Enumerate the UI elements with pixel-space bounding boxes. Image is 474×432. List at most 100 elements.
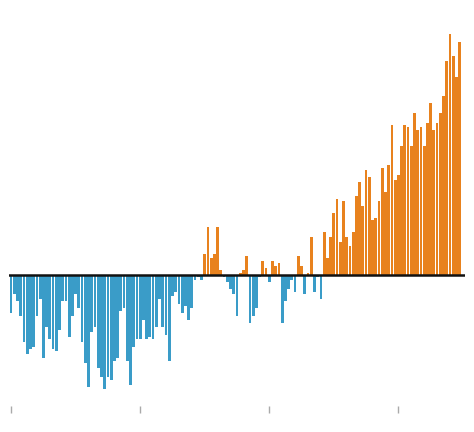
Bar xyxy=(400,146,403,275)
Bar xyxy=(448,35,451,275)
Bar xyxy=(23,275,26,342)
Bar xyxy=(94,275,96,327)
Bar xyxy=(455,77,458,275)
Bar xyxy=(439,113,442,275)
Bar xyxy=(226,275,228,282)
Bar xyxy=(152,275,155,340)
Bar xyxy=(210,258,212,275)
Bar xyxy=(352,232,355,275)
Bar xyxy=(91,275,93,332)
Bar xyxy=(110,275,112,380)
Bar xyxy=(74,275,77,294)
Bar xyxy=(281,275,283,323)
Bar xyxy=(116,275,119,359)
Bar xyxy=(219,270,222,275)
Bar xyxy=(58,275,61,330)
Bar xyxy=(258,275,261,277)
Bar xyxy=(52,275,55,349)
Bar xyxy=(132,275,135,346)
Bar xyxy=(178,275,180,304)
Bar xyxy=(262,261,264,275)
Bar xyxy=(29,275,32,349)
Bar xyxy=(426,123,429,275)
Bar xyxy=(239,273,242,275)
Bar xyxy=(329,237,332,275)
Bar xyxy=(348,246,351,275)
Bar xyxy=(264,268,267,275)
Bar xyxy=(84,275,87,363)
Bar xyxy=(232,275,235,294)
Bar xyxy=(326,258,329,275)
Bar xyxy=(113,275,116,361)
Bar xyxy=(371,220,374,275)
Bar xyxy=(423,146,426,275)
Bar xyxy=(407,127,410,275)
Bar xyxy=(287,275,290,289)
Bar xyxy=(32,275,35,346)
Bar xyxy=(268,275,271,282)
Bar xyxy=(391,125,393,275)
Bar xyxy=(346,237,348,275)
Bar xyxy=(419,127,422,275)
Bar xyxy=(355,197,358,275)
Bar xyxy=(242,270,245,275)
Bar xyxy=(100,275,103,378)
Bar xyxy=(207,227,210,275)
Bar xyxy=(97,275,100,368)
Bar xyxy=(378,201,380,275)
Bar xyxy=(129,275,132,384)
Bar xyxy=(410,146,413,275)
Bar xyxy=(274,266,277,275)
Bar xyxy=(171,275,174,296)
Bar xyxy=(68,275,71,337)
Bar xyxy=(36,275,38,315)
Bar xyxy=(139,275,142,340)
Bar xyxy=(339,241,342,275)
Bar xyxy=(103,275,106,389)
Bar xyxy=(64,275,67,301)
Bar xyxy=(155,275,158,327)
Bar xyxy=(168,275,171,361)
Bar xyxy=(123,275,126,308)
Bar xyxy=(223,275,226,277)
Bar xyxy=(164,275,167,335)
Bar xyxy=(342,201,345,275)
Bar xyxy=(55,275,58,351)
Bar xyxy=(368,178,371,275)
Bar xyxy=(429,104,432,275)
Bar xyxy=(174,275,177,292)
Bar xyxy=(436,123,438,275)
Bar xyxy=(458,41,461,275)
Bar xyxy=(432,130,435,275)
Bar xyxy=(271,261,274,275)
Bar xyxy=(236,275,238,315)
Bar xyxy=(148,275,151,337)
Bar xyxy=(13,275,16,294)
Bar xyxy=(300,266,303,275)
Bar xyxy=(61,275,64,301)
Bar xyxy=(316,275,319,277)
Bar xyxy=(394,180,397,275)
Bar xyxy=(200,275,203,280)
Bar xyxy=(416,130,419,275)
Bar xyxy=(358,182,361,275)
Bar xyxy=(197,275,200,277)
Bar xyxy=(145,275,148,340)
Bar xyxy=(365,170,367,275)
Bar xyxy=(297,256,300,275)
Bar xyxy=(119,275,122,311)
Bar xyxy=(162,275,164,327)
Bar xyxy=(181,275,183,313)
Bar xyxy=(216,227,219,275)
Bar xyxy=(184,275,187,306)
Bar xyxy=(45,275,48,327)
Bar xyxy=(26,275,28,354)
Bar xyxy=(397,175,400,275)
Bar xyxy=(284,275,287,301)
Bar xyxy=(142,275,145,320)
Bar xyxy=(42,275,45,359)
Bar xyxy=(303,275,306,294)
Bar xyxy=(381,168,383,275)
Bar xyxy=(191,275,193,308)
Bar xyxy=(126,275,128,361)
